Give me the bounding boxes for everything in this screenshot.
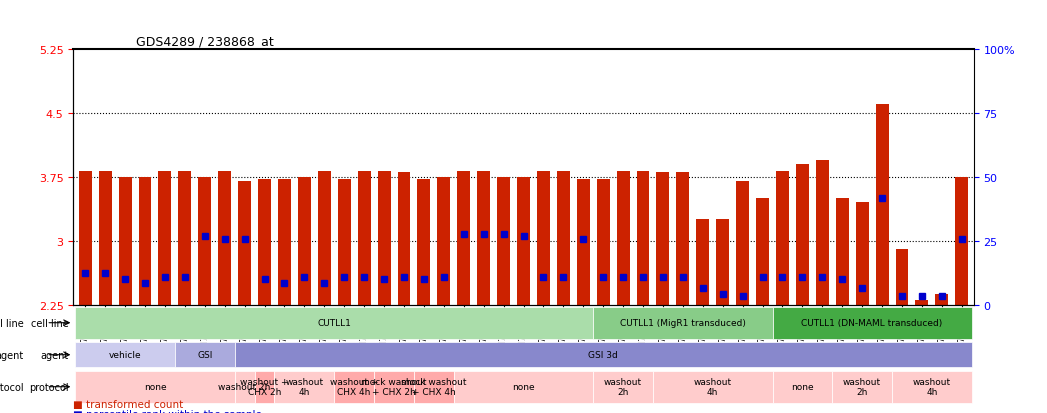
Bar xyxy=(637,171,649,305)
Text: mock washout
+ CHX 2h: mock washout + CHX 2h xyxy=(361,377,427,396)
FancyBboxPatch shape xyxy=(75,342,175,368)
Bar xyxy=(955,177,968,305)
Text: GSI: GSI xyxy=(197,350,213,359)
Bar xyxy=(716,220,729,305)
Bar xyxy=(577,180,589,305)
Text: washout
4h: washout 4h xyxy=(694,377,732,396)
Text: protocol: protocol xyxy=(29,382,69,392)
Text: washout
4h: washout 4h xyxy=(286,377,324,396)
Text: mock washout
+ CHX 4h: mock washout + CHX 4h xyxy=(401,377,467,396)
Bar xyxy=(398,173,410,305)
FancyBboxPatch shape xyxy=(254,370,274,403)
Bar xyxy=(79,171,92,305)
FancyBboxPatch shape xyxy=(334,370,374,403)
Text: agent: agent xyxy=(41,350,69,360)
Text: washout
2h: washout 2h xyxy=(604,377,642,396)
Text: GDS4289 / 238868_at: GDS4289 / 238868_at xyxy=(136,36,274,48)
Text: none: none xyxy=(143,382,166,391)
Text: CUTLL1 (DN-MAML transduced): CUTLL1 (DN-MAML transduced) xyxy=(802,318,942,328)
Bar xyxy=(915,301,929,305)
FancyBboxPatch shape xyxy=(594,307,773,339)
Bar xyxy=(895,249,909,305)
Text: washout +
CHX 2h: washout + CHX 2h xyxy=(240,377,289,396)
Bar xyxy=(438,177,450,305)
Bar xyxy=(855,203,869,305)
Bar xyxy=(338,180,351,305)
FancyBboxPatch shape xyxy=(374,370,414,403)
Text: CUTLL1: CUTLL1 xyxy=(317,318,351,328)
Bar xyxy=(875,105,889,305)
Bar xyxy=(477,171,490,305)
Bar xyxy=(696,220,709,305)
Bar xyxy=(318,171,331,305)
Bar xyxy=(816,160,829,305)
Bar xyxy=(98,171,112,305)
Bar xyxy=(358,171,371,305)
Bar xyxy=(418,180,430,305)
Bar xyxy=(756,199,770,305)
Text: CUTLL1 (MigR1 transduced): CUTLL1 (MigR1 transduced) xyxy=(620,318,745,328)
FancyBboxPatch shape xyxy=(274,370,334,403)
Bar xyxy=(138,177,152,305)
Bar xyxy=(497,177,510,305)
Text: cell line: cell line xyxy=(0,318,24,328)
FancyBboxPatch shape xyxy=(75,370,235,403)
Bar xyxy=(118,177,132,305)
Bar xyxy=(198,177,211,305)
Bar xyxy=(776,171,789,305)
Bar xyxy=(656,173,669,305)
Text: none: none xyxy=(792,382,814,391)
FancyBboxPatch shape xyxy=(832,370,892,403)
Bar xyxy=(258,180,271,305)
FancyBboxPatch shape xyxy=(892,370,972,403)
Bar xyxy=(277,180,291,305)
Text: none: none xyxy=(512,382,535,391)
Bar xyxy=(218,171,231,305)
Bar xyxy=(836,199,849,305)
Text: GSI 3d: GSI 3d xyxy=(588,350,618,359)
Text: washout
4h: washout 4h xyxy=(913,377,951,396)
FancyBboxPatch shape xyxy=(175,342,235,368)
Text: cell line: cell line xyxy=(31,318,69,328)
Bar xyxy=(458,171,470,305)
Bar xyxy=(298,177,311,305)
FancyBboxPatch shape xyxy=(235,342,972,368)
Bar xyxy=(935,294,949,305)
Text: agent: agent xyxy=(0,350,24,360)
FancyBboxPatch shape xyxy=(414,370,453,403)
FancyBboxPatch shape xyxy=(235,370,254,403)
Bar xyxy=(517,177,530,305)
Bar xyxy=(736,182,749,305)
Bar xyxy=(676,173,689,305)
FancyBboxPatch shape xyxy=(773,307,972,339)
FancyBboxPatch shape xyxy=(653,370,773,403)
FancyBboxPatch shape xyxy=(75,307,594,339)
FancyBboxPatch shape xyxy=(773,370,832,403)
Bar xyxy=(178,171,192,305)
Text: ■ percentile rank within the sample: ■ percentile rank within the sample xyxy=(73,409,262,413)
Text: vehicle: vehicle xyxy=(109,350,141,359)
Bar xyxy=(158,171,172,305)
Bar xyxy=(378,171,391,305)
Text: ■ transformed count: ■ transformed count xyxy=(73,399,183,409)
Text: washout 2h: washout 2h xyxy=(219,382,271,391)
FancyBboxPatch shape xyxy=(453,370,594,403)
Bar xyxy=(617,171,629,305)
Text: washout
2h: washout 2h xyxy=(843,377,882,396)
Bar xyxy=(238,182,251,305)
Text: protocol: protocol xyxy=(0,382,24,392)
Bar xyxy=(597,180,609,305)
Bar xyxy=(537,171,550,305)
Text: washout +
CHX 4h: washout + CHX 4h xyxy=(330,377,378,396)
Bar xyxy=(796,164,809,305)
FancyBboxPatch shape xyxy=(594,370,653,403)
Bar xyxy=(557,171,570,305)
